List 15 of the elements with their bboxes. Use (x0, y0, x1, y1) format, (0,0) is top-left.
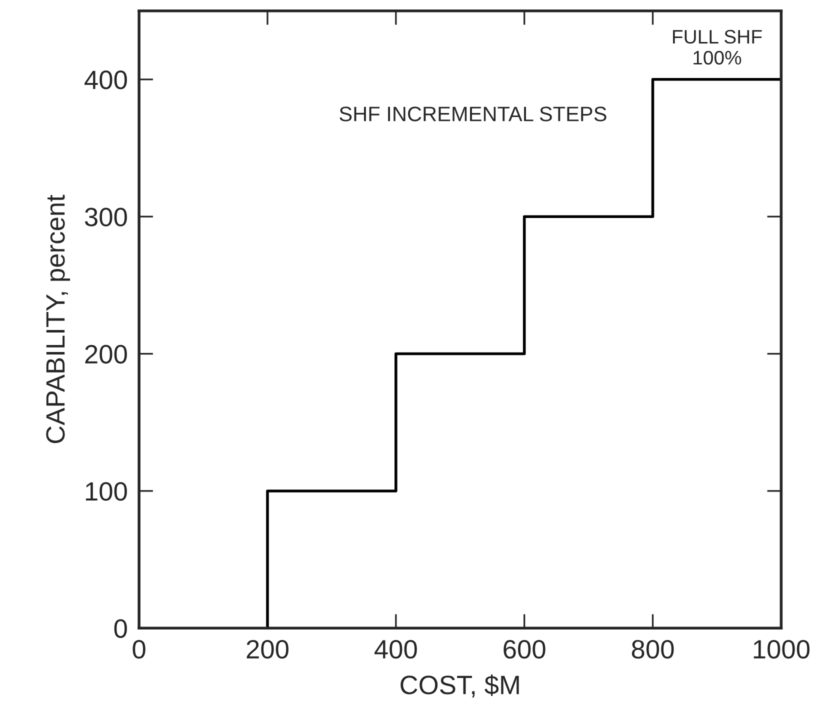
x-tick-label: 400 (374, 640, 417, 659)
x-axis-title: COST, $M (400, 674, 519, 698)
annotation: SHF INCREMENTAL STEPS (340, 106, 606, 122)
y-tick-label: 300 (84, 208, 127, 226)
x-tick-label: 200 (246, 640, 288, 659)
y-tick-label: 0 (114, 619, 127, 638)
x-tick-label: 800 (632, 640, 674, 659)
y-tick-label: 200 (85, 344, 127, 364)
x-tick-label: 600 (504, 640, 546, 659)
annotation: FULL SHF 100% (673, 30, 762, 65)
y-axis-title: CAPABILITY, percent (46, 194, 70, 444)
x-tick-label: 0 (132, 640, 146, 659)
x-tick-label: 1000 (754, 640, 810, 659)
y-tick-label: 100 (86, 482, 127, 501)
y-tick-label: 400 (84, 70, 127, 90)
